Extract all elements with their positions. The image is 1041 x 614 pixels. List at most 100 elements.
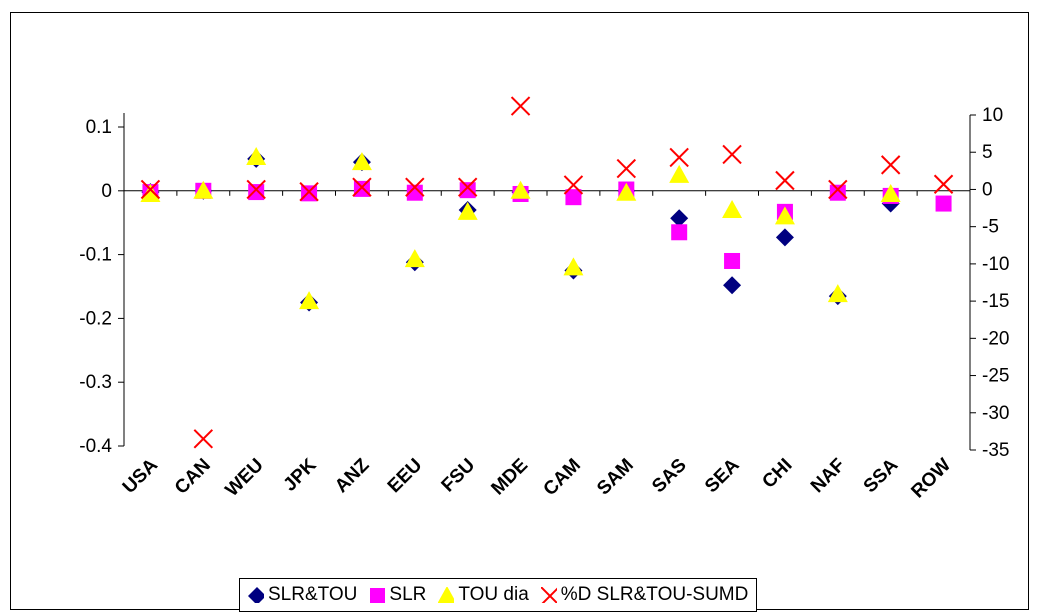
point-d-slr-tou-sumd [828,179,848,200]
point-slr-tou [723,276,742,295]
x-marker-stroke [246,179,266,200]
point-slr [301,185,318,202]
point-slr [406,184,423,201]
point-slr-tou [670,209,689,228]
point-slr [829,184,846,201]
right-tick-label: -15 [982,291,1009,312]
point-tou-dia [616,182,637,201]
category-label: CAN [171,455,215,499]
point-slr [353,180,370,197]
right-tick-label: -25 [982,366,1009,387]
left-tick-label: -0.4 [79,436,112,457]
x-marker-stroke [775,170,795,191]
category-label: SAS [648,455,690,497]
category-label: MDE [487,455,532,500]
point-tou-dia [827,284,848,303]
x-marker-stroke [510,96,531,116]
x-marker-stroke [563,175,584,195]
legend-marker-shape [370,588,386,603]
category-label: FSU [438,455,480,497]
point-tou-dia [140,183,161,202]
point-d-slr-tou-sumd [563,175,584,195]
x-marker-stroke [540,587,557,603]
category-label: SSA [860,454,903,497]
point-slr [248,184,265,201]
legend-marker-shape [438,587,455,603]
point-d-slr-tou-sumd [352,177,372,197]
point-d-slr-tou-sumd [405,177,425,197]
legend-marker-d-slr-tou-sumd [540,587,557,603]
point-tou-dia [457,201,478,220]
point-d-slr-tou-sumd [193,429,214,449]
point-d-slr-tou-sumd [669,147,689,168]
legend-item-slr-tou: SLR&TOU [248,584,357,606]
point-d-slr-tou-sumd [140,179,161,200]
x-marker-stroke [616,158,637,179]
point-slr [459,182,476,199]
category-label: ROW [907,455,955,503]
x-marker-stroke [722,144,742,165]
right-tick-label: -35 [982,440,1009,461]
legend-label: TOU dia [458,584,529,605]
point-tou-dia [404,249,425,268]
left-tick-label: 0 [101,181,112,202]
point-tou-dia [351,152,372,171]
point-slr [935,195,952,212]
right-tick-label: 10 [982,105,1003,126]
category-label: WEU [222,455,268,501]
point-d-slr-tou-sumd [933,174,954,194]
plot-area: 0.1 0 -0.1 -0.2 -0.3 -0.4 10 5 0 -5 -10 -15 -20 -25 -3… [79,96,1009,503]
point-slr-tou [775,228,794,247]
left-tick-label: -0.3 [79,372,112,393]
category-label: CAM [540,455,585,500]
x-marker-stroke [933,174,954,194]
point-tou-dia [880,183,901,202]
point-tou-dia [246,146,267,165]
point-d-slr-tou-sumd [880,155,901,175]
category-label: SAM [593,455,638,500]
point-tou-dia [563,257,584,276]
x-marker-stroke [405,177,425,197]
x-marker-stroke [828,179,848,200]
point-d-slr-tou-sumd [616,158,637,179]
legend-label: SLR [389,584,427,605]
point-tou-dia [722,199,743,218]
point-slr [565,189,582,206]
category-label: JPK [280,454,321,495]
category-label: CHI [758,455,796,493]
point-d-slr-tou-sumd [457,177,478,197]
category-label: USA [119,454,162,497]
right-tick-label: 5 [982,142,993,163]
point-tou-dia [193,180,214,199]
point-slr [724,252,741,269]
x-marker-stroke [140,179,161,200]
point-d-slr-tou-sumd [775,170,795,191]
category-label: EEU [384,455,426,497]
chart-frame: 0.1 0 -0.1 -0.2 -0.3 -0.4 10 5 0 -5 -10 -15 -20 -25 -3… [10,12,1029,612]
x-marker-stroke [457,177,478,197]
x-marker-stroke [541,587,557,603]
legend-label: %D SLR&TOU-SUMD [560,584,749,605]
left-tick-label: 0.1 [86,117,112,138]
x-marker-stroke [193,429,214,449]
x-marker-stroke [880,155,901,175]
legend-marker-shape [540,587,557,603]
legend-marker-tou-dia [438,587,455,603]
point-d-slr-tou-sumd [246,179,266,200]
legend-item-slr: SLR [369,584,426,606]
point-slr [671,224,688,241]
point-tou-dia [510,180,531,199]
legend-marker-slr [370,588,386,603]
category-label: ANZ [331,454,374,497]
category-label: SEA [701,454,744,497]
legend-item-tou-dia: TOU dia [438,584,529,606]
x-marker-stroke [669,147,689,168]
legend-label: SLR&TOU [268,584,358,605]
point-d-slr-tou-sumd [510,96,531,116]
point-tou-dia [774,206,795,225]
point-d-slr-tou-sumd [299,181,319,202]
point-d-slr-tou-sumd [722,144,742,165]
left-tick-label: -0.2 [79,308,112,329]
x-marker-stroke [352,177,372,197]
right-tick-label: 0 [982,179,993,200]
